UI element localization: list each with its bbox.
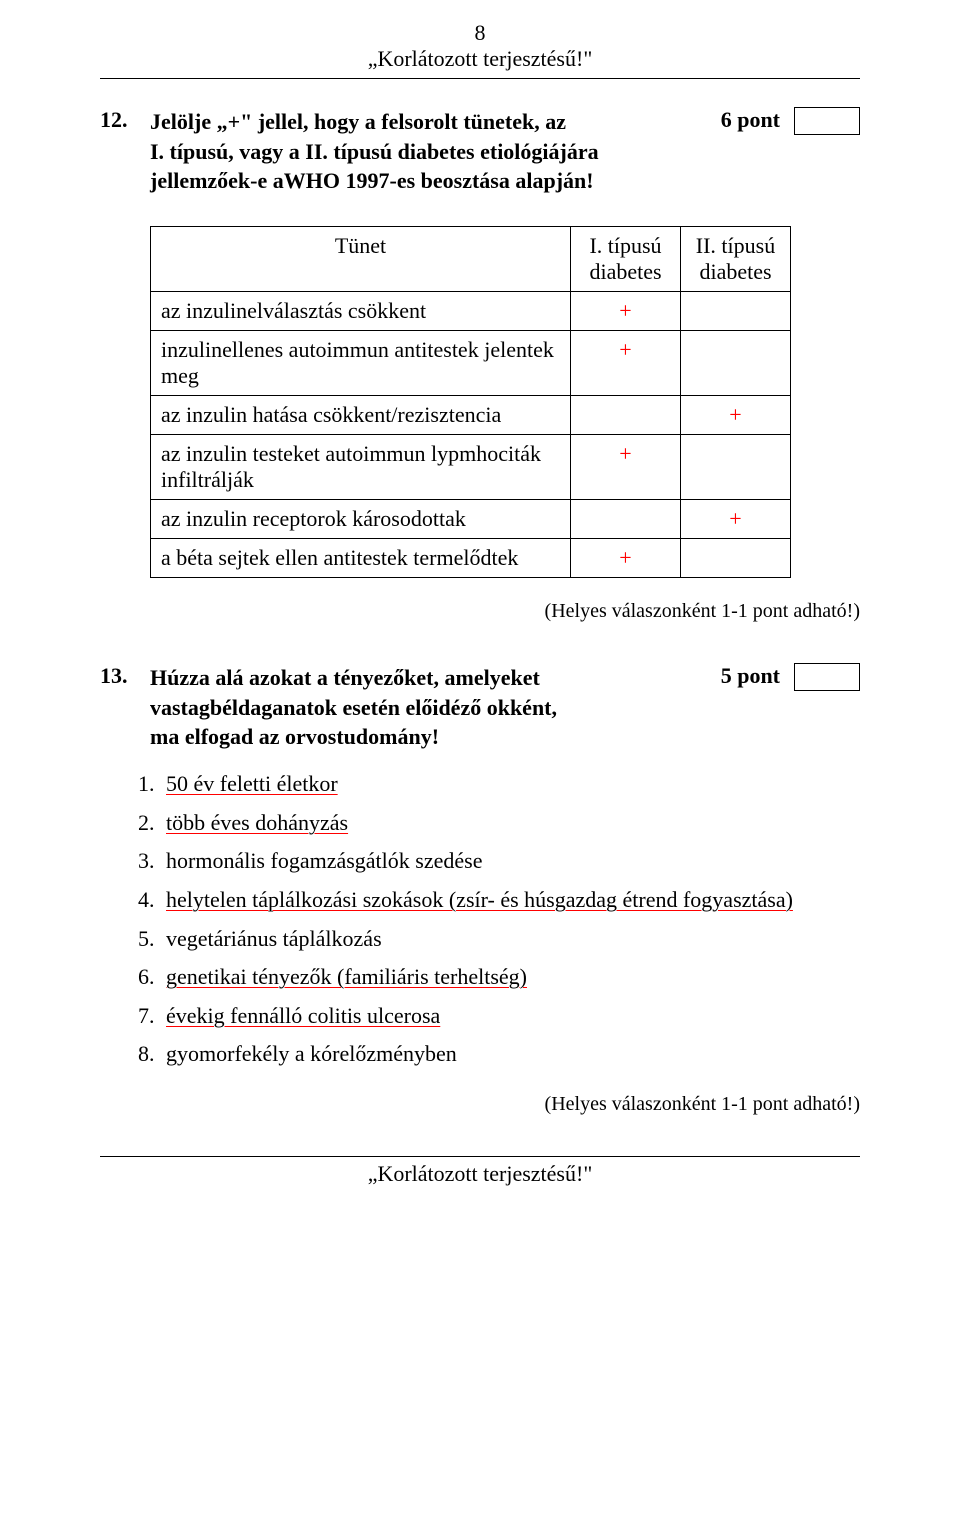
q13-points: 5 pont <box>696 663 786 689</box>
type1-cell <box>571 500 681 539</box>
q13-score-box[interactable] <box>794 663 860 691</box>
list-item: genetikai tényezők (familiáris terheltsé… <box>160 963 860 992</box>
type2-cell <box>681 292 791 331</box>
table-row: az inzulin testeket autoimmun lypmhocitá… <box>151 435 791 500</box>
type1-cell: + <box>571 331 681 396</box>
question-13-row: 13. Húzza alá azokat a tényezőket, amely… <box>100 663 860 752</box>
footer-rule <box>100 1156 860 1157</box>
q13-line3: ma elfogad az orvostudomány! <box>150 724 439 749</box>
table-row: az inzulin receptorok károsodottak + <box>151 500 791 539</box>
q12-score-box[interactable] <box>794 107 860 135</box>
type2-cell <box>681 331 791 396</box>
symptom-cell: az inzulin testeket autoimmun lypmhocitá… <box>151 435 571 500</box>
type2-cell <box>681 435 791 500</box>
type2-cell: + <box>681 500 791 539</box>
symptom-cell: az inzulin hatása csökkent/rezisztencia <box>151 396 571 435</box>
page-number: 8 <box>100 20 860 46</box>
list-item: vegetáriánus táplálkozás <box>160 925 860 954</box>
q12-points: 6 pont <box>696 107 786 133</box>
q13-line1: Húzza alá azokat a tényezőket, amelyeket <box>150 665 540 690</box>
page-header: 8 „Korlátozott terjesztésű!" <box>100 20 860 72</box>
q13-line2: vastagbéldaganatok esetén előidéző okkén… <box>150 695 557 720</box>
list-item: több éves dohányzás <box>160 809 860 838</box>
q12-th-col1a: I. típusú <box>589 233 661 258</box>
q13-answer-list: 50 év feletti életkor több éves dohányzás… <box>160 770 860 1069</box>
type1-cell: + <box>571 539 681 578</box>
symptom-cell: a béta sejtek ellen antitestek termelődt… <box>151 539 571 578</box>
type2-cell: + <box>681 396 791 435</box>
list-item: gyomorfekély a kórelőzményben <box>160 1040 860 1069</box>
table-row: az inzulinelválasztás csökkent+ <box>151 292 791 331</box>
type1-cell: + <box>571 292 681 331</box>
type2-cell <box>681 539 791 578</box>
list-item: hormonális fogamzásgátlók szedése <box>160 847 860 876</box>
q12-th-col2: II. típusú diabetes <box>681 227 791 292</box>
q12-table: Tünet I. típusú diabetes II. típusú diab… <box>150 226 791 578</box>
q13-text: Húzza alá azokat a tényezőket, amelyeket… <box>150 663 696 752</box>
footer-title: „Korlátozott terjesztésű!" <box>100 1161 860 1187</box>
q12-note: (Helyes válaszonként 1-1 pont adható!) <box>100 600 860 623</box>
q12-line2: I. típusú, vagy a II. típusú diabetes et… <box>150 139 599 164</box>
symptom-cell: inzulinellenes autoimmun antitestek jele… <box>151 331 571 396</box>
type1-cell: + <box>571 435 681 500</box>
list-item: évekig fennálló colitis ulcerosa <box>160 1002 860 1031</box>
q12-th-col2b: diabetes <box>699 259 771 284</box>
q13-number: 13. <box>100 663 150 689</box>
symptom-cell: az inzulin receptorok károsodottak <box>151 500 571 539</box>
symptom-cell: az inzulinelválasztás csökkent <box>151 292 571 331</box>
table-row: inzulinellenes autoimmun antitestek jele… <box>151 331 791 396</box>
question-12-row: 12. Jelölje „+" jellel, hogy a felsorolt… <box>100 107 860 196</box>
q12-number: 12. <box>100 107 150 133</box>
q12-text: Jelölje „+" jellel, hogy a felsorolt tün… <box>150 107 696 196</box>
question-13: 13. Húzza alá azokat a tényezőket, amely… <box>100 663 860 1116</box>
header-rule <box>100 78 860 79</box>
q12-th-col2a: II. típusú <box>696 233 775 258</box>
q12-th-sym: Tünet <box>151 227 571 292</box>
header-title: „Korlátozott terjesztésű!" <box>100 46 860 72</box>
table-row: a béta sejtek ellen antitestek termelődt… <box>151 539 791 578</box>
q13-note: (Helyes válaszonként 1-1 pont adható!) <box>100 1093 860 1116</box>
q12-line3: jellemzőek-e aWHO 1997-es beosztása alap… <box>150 168 594 193</box>
list-item: helytelen táplálkozási szokások (zsír- é… <box>160 886 860 915</box>
q12-th-col1: I. típusú diabetes <box>571 227 681 292</box>
q12-th-col1b: diabetes <box>589 259 661 284</box>
question-12: 12. Jelölje „+" jellel, hogy a felsorolt… <box>100 107 860 623</box>
page: 8 „Korlátozott terjesztésű!" 12. Jelölje… <box>0 0 960 1227</box>
q12-line1: Jelölje „+" jellel, hogy a felsorolt tün… <box>150 109 566 134</box>
type1-cell <box>571 396 681 435</box>
table-row: az inzulin hatása csökkent/rezisztencia + <box>151 396 791 435</box>
list-item: 50 év feletti életkor <box>160 770 860 799</box>
